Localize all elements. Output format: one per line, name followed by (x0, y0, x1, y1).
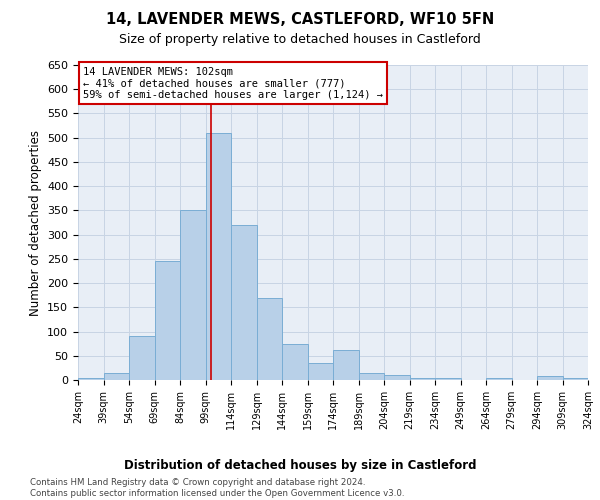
Bar (78, 378, 104, 380)
Bar (384, 375, 409, 380)
Bar (409, 378, 435, 380)
Bar (486, 378, 512, 380)
Bar (563, 378, 588, 380)
Bar (435, 378, 461, 380)
Bar (308, 363, 333, 380)
Bar (282, 344, 308, 380)
Bar (257, 298, 282, 380)
Bar (104, 372, 129, 380)
Text: Size of property relative to detached houses in Castleford: Size of property relative to detached ho… (119, 32, 481, 46)
Text: 14 LAVENDER MEWS: 102sqm
← 41% of detached houses are smaller (777)
59% of semi-: 14 LAVENDER MEWS: 102sqm ← 41% of detach… (83, 66, 383, 100)
Bar (155, 262, 180, 380)
Y-axis label: Number of detached properties: Number of detached properties (29, 130, 41, 316)
Text: Contains HM Land Registry data © Crown copyright and database right 2024.
Contai: Contains HM Land Registry data © Crown c… (30, 478, 404, 498)
Bar (180, 210, 205, 380)
Bar (231, 225, 257, 380)
Bar (205, 133, 231, 380)
Bar (537, 376, 563, 380)
Bar (333, 350, 359, 380)
Bar (359, 372, 384, 380)
Bar (129, 336, 155, 380)
Text: Distribution of detached houses by size in Castleford: Distribution of detached houses by size … (124, 460, 476, 472)
Text: 14, LAVENDER MEWS, CASTLEFORD, WF10 5FN: 14, LAVENDER MEWS, CASTLEFORD, WF10 5FN (106, 12, 494, 28)
